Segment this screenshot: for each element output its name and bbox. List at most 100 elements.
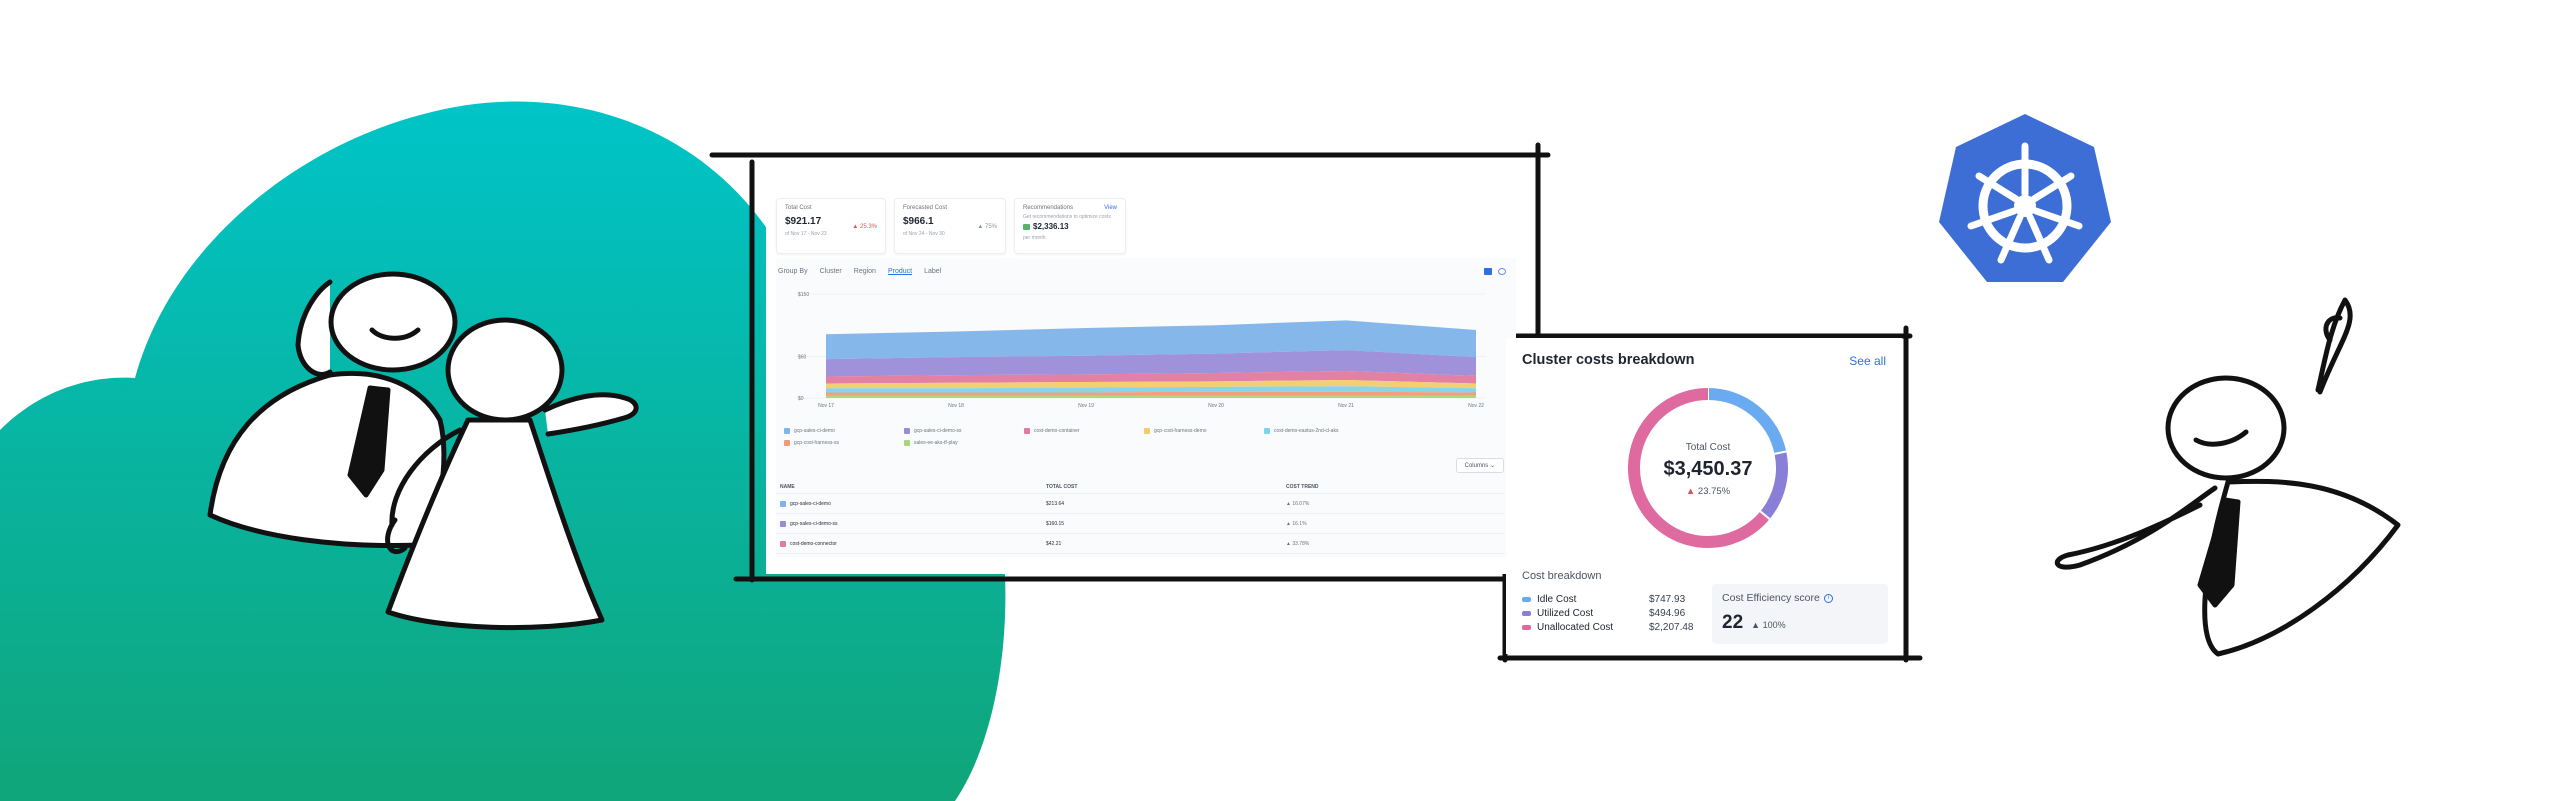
area-series-sales-ee-aks-tf-play[interactable] xyxy=(826,395,1476,398)
breakdown-title: Cost breakdown xyxy=(1522,570,1602,582)
row-trend: ▲ 16.07% xyxy=(1286,500,1310,507)
kpi-value: $966.1 xyxy=(903,216,934,227)
view-recommendations-link[interactable]: View xyxy=(1104,205,1117,211)
legend-item[interactable]: cost-demo-container xyxy=(1024,428,1144,434)
area-series-gcp-sales-ci-demo-ss[interactable] xyxy=(826,350,1476,377)
legend-item[interactable]: gcp-cost-harness-ss xyxy=(784,440,904,446)
kpi-period: of Nov 17 - Nov 23 xyxy=(785,231,827,237)
row-trend: ▲ 33.78% xyxy=(1286,540,1310,547)
y-tick-label: $0 xyxy=(798,396,804,402)
kpi-value: $921.17 xyxy=(785,216,822,227)
chart-panel xyxy=(776,258,1516,558)
table-row[interactable]: gcp-sales-ci-demo $213.64 ▲ 16.07% xyxy=(776,494,1504,514)
table-header: NAME TOTAL COST COST TREND xyxy=(776,480,1504,494)
group-by-option-region[interactable]: Region xyxy=(853,268,876,275)
group-by-bar: Group By Cluster Region Product Label xyxy=(778,268,941,275)
area-series-cost-demo-eastus-2nd-cl-aks[interactable] xyxy=(826,386,1476,393)
column-header-cost-trend[interactable]: COST TREND xyxy=(1286,483,1319,490)
table-row[interactable]: cost-demo-connector $42.21 ▲ 33.78% xyxy=(776,534,1504,554)
legend-label: cost-demo-eastus-2nd-cl-aks xyxy=(1274,428,1339,434)
area-series-gcp-sales-ci-demo[interactable] xyxy=(826,320,1476,360)
kpi-label: Forecasted Cost xyxy=(903,205,948,211)
kpi-card-forecasted-cost[interactable]: Forecasted Cost $966.1 ▲ 75% of Nov 24 -… xyxy=(894,198,1006,254)
row-cost: $160.15 xyxy=(1046,520,1065,527)
chart-tools xyxy=(1484,268,1506,275)
table-row[interactable]: gcp-sales-ci-demo-ss $160.15 ▲ 16.1% xyxy=(776,514,1504,534)
kpi-period: of Nov 24 - Nov 30 xyxy=(903,231,945,237)
x-tick-label: Nov 20 xyxy=(1208,403,1224,409)
recommendations-note: Get recommendations to optimize costs xyxy=(1023,214,1111,220)
y-tick-label: $60 xyxy=(798,354,807,360)
group-by-option-cluster[interactable]: Cluster xyxy=(819,268,842,275)
row-color-swatch xyxy=(780,540,786,547)
stick-figure xyxy=(2054,297,2401,657)
legend-item[interactable]: gcp-cost-harness-demo xyxy=(1144,428,1264,434)
area-series-gcp-cost-harness-demo[interactable] xyxy=(826,379,1476,389)
group-by-option-label[interactable]: Label xyxy=(924,268,942,275)
row-name: cost-demo-connector xyxy=(790,540,837,547)
donut-slice-idle-cost[interactable] xyxy=(1707,388,1787,455)
breakdown-label: Utilized Cost xyxy=(1537,607,1594,619)
columns-button[interactable]: Columns ⌄ xyxy=(1455,458,1504,473)
efficiency-score-box: Cost Efficiency score i 22 ▲ 100% xyxy=(1712,584,1888,644)
slice-separator xyxy=(1774,450,1787,455)
group-by-label: Group By xyxy=(778,268,808,275)
total-cost-label: Total Cost xyxy=(1685,442,1731,453)
kubernetes-helm-icon xyxy=(1939,114,2111,282)
legend-item[interactable]: sales-ee-aks-tf-play xyxy=(904,440,1024,446)
x-tick-label: Nov 18 xyxy=(948,403,964,409)
row-color-swatch xyxy=(780,520,786,527)
bar-chart-icon[interactable] xyxy=(1484,268,1492,275)
legend-swatch xyxy=(1024,428,1030,434)
kpi-card-recommendations[interactable]: Recommendations View Get recommendations… xyxy=(1014,198,1126,254)
efficiency-score-value: 22 xyxy=(1722,612,1744,633)
chart-legend: gcp-sales-ci-demo gcp-sales-ci-demo-ss cos… xyxy=(784,428,1484,446)
group-by-option-product[interactable]: Product xyxy=(887,268,913,275)
stick-figure xyxy=(385,317,639,631)
slice-separator xyxy=(1759,510,1771,520)
total-cost-value: $3,450.37 xyxy=(1663,458,1753,480)
row-cost: $213.64 xyxy=(1046,500,1065,507)
breakdown-label: Idle Cost xyxy=(1537,593,1577,605)
breakdown-row-unallocated: Unallocated Cost $2,207.48 xyxy=(1522,620,1702,634)
legend-item[interactable]: gcp-sales-ci-demo-ss xyxy=(904,428,1024,434)
donut-slice-utilized-cost[interactable] xyxy=(1760,451,1788,520)
breakdown-row-idle: Idle Cost $747.93 xyxy=(1522,592,1702,606)
row-color-swatch xyxy=(780,500,786,507)
cost-breakdown-list: Idle Cost $747.93 Utilized Cost $494.96 … xyxy=(1522,592,1702,634)
breakdown-label: Unallocated Cost xyxy=(1537,621,1614,633)
cost-dashboard-screenshot: Total Cost $921.17 ▲ 25.3% of Nov 17 - N… xyxy=(766,178,1516,574)
legend-label: gcp-cost-harness-demo xyxy=(1154,428,1207,434)
card-title: Cluster costs breakdown xyxy=(1522,352,1695,368)
legend-swatch xyxy=(1522,624,1531,630)
donut-slice-unallocated-cost[interactable] xyxy=(1628,388,1770,548)
legend-swatch xyxy=(904,440,910,446)
recommendations-value: $2,336.13 xyxy=(1033,222,1069,231)
recommendations-unit: per month xyxy=(1023,235,1046,241)
breakdown-value: $2,207.48 xyxy=(1649,621,1694,633)
efficiency-score-title: Cost Efficiency score i xyxy=(1722,592,1878,604)
y-tick-label: $150 xyxy=(798,292,809,298)
legend-swatch xyxy=(1522,610,1531,616)
area-series-gcp-cost-harness-ss[interactable] xyxy=(826,391,1476,396)
column-header-total-cost[interactable]: TOTAL COST xyxy=(1046,483,1078,490)
kpi-change: ▲ 25.3% xyxy=(852,224,877,230)
info-icon[interactable]: i xyxy=(1823,593,1833,603)
legend-label: gcp-sales-ci-demo xyxy=(794,428,835,434)
cost-donut-chart xyxy=(1628,388,1788,548)
stick-figure xyxy=(207,271,458,549)
kpi-card-total-cost[interactable]: Total Cost $921.17 ▲ 25.3% of Nov 17 - N… xyxy=(776,198,886,254)
settings-icon[interactable] xyxy=(1498,268,1506,275)
kpi-change: ▲ 75% xyxy=(977,224,997,230)
legend-label: sales-ee-aks-tf-play xyxy=(914,440,958,446)
legend-swatch xyxy=(784,428,790,434)
legend-label: gcp-cost-harness-ss xyxy=(794,440,840,446)
legend-item[interactable]: gcp-sales-ci-demo xyxy=(784,428,904,434)
breakdown-row-utilized: Utilized Cost $494.96 xyxy=(1522,606,1702,620)
column-header-name[interactable]: NAME xyxy=(780,483,795,490)
total-cost-change: ▲ 23.75% xyxy=(1685,486,1731,497)
see-all-link[interactable]: See all xyxy=(1849,354,1886,368)
x-tick-label: Nov 19 xyxy=(1078,403,1094,409)
legend-item[interactable]: cost-demo-eastus-2nd-cl-aks xyxy=(1264,428,1384,434)
